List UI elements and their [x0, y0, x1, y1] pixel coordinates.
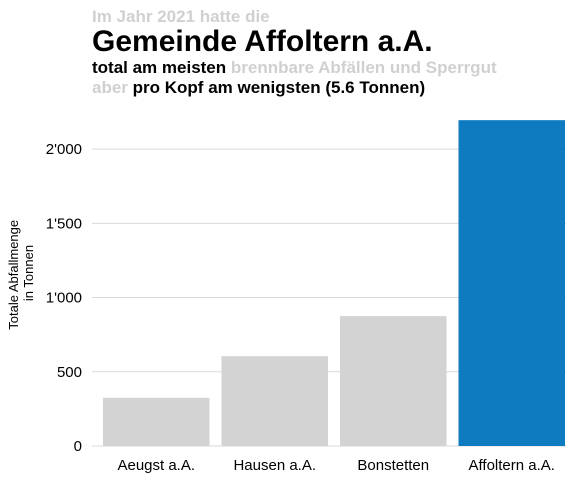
x-tick-label: Affoltern a.A. [469, 457, 555, 474]
bar [221, 356, 328, 446]
subtitle-gray-2: aber [92, 78, 128, 97]
x-tick-label: Bonstetten [357, 457, 429, 474]
y-tick-label: 2'000 [46, 141, 82, 158]
subtitle-bold-1: total am meisten [92, 58, 227, 77]
bar [340, 316, 447, 446]
subtitle-bold-2: pro Kopf am wenigsten (5.6 Tonnen) [132, 78, 426, 97]
chart-title: Gemeinde Affoltern a.A. [92, 25, 433, 58]
bar [103, 397, 210, 446]
bars [103, 120, 565, 447]
y-tick-label: 1'500 [46, 215, 82, 232]
subtitle-gray-1: brennbare Abfällen und Sperrgut [230, 58, 497, 77]
y-axis-label: Totale Abfallmenge in Tonnen [6, 216, 36, 329]
x-tick-label: Aeugst a.A. [117, 457, 195, 474]
y-tick-label: 1'000 [46, 290, 82, 307]
y-tick-label: 500 [57, 364, 82, 381]
x-axis-ticks: Aeugst a.A. Hausen a.A. Bonstetten Affolter… [117, 457, 555, 474]
chart-header: Im Jahr 2021 hatte die Gemeinde Affolter… [92, 8, 572, 98]
chart-subtitle-line-1: total am meisten brennbare Abfällen und … [92, 58, 572, 78]
x-tick-label: Hausen a.A. [233, 457, 316, 474]
bar [458, 120, 565, 447]
y-axis-label-line-2: in Tonnen [21, 245, 36, 301]
chart-subtitle-line-2: aber pro Kopf am wenigsten (5.6 Tonnen) [92, 78, 572, 98]
y-tick-label: 0 [74, 438, 82, 455]
y-axis-label-line-1: Totale Abfallmenge [6, 220, 21, 330]
chart-pretitle: Im Jahr 2021 hatte die [92, 7, 270, 26]
y-axis-ticks: 0 500 1'000 1'500 2'000 [46, 141, 82, 455]
